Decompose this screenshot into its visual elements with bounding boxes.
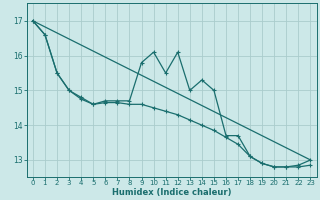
X-axis label: Humidex (Indice chaleur): Humidex (Indice chaleur) bbox=[112, 188, 231, 197]
